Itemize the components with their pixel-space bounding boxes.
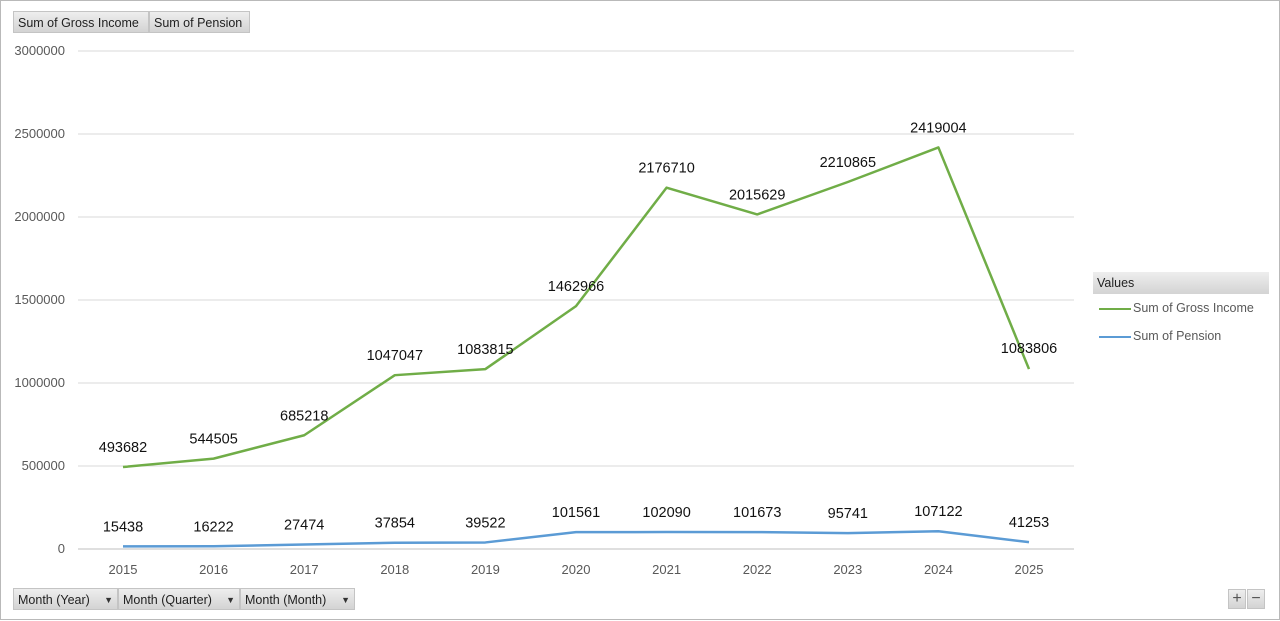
y-tick-label: 2000000 bbox=[14, 209, 65, 224]
data-label: 95741 bbox=[828, 506, 868, 522]
y-tick-label: 0 bbox=[58, 541, 65, 556]
x-tick-label: 2025 bbox=[1015, 562, 1044, 577]
dropdown-arrow-icon[interactable]: ▼ bbox=[226, 595, 235, 605]
data-label: 107122 bbox=[914, 504, 962, 520]
x-axis-tick-labels: 2015 2016 2017 2018 2019 2020 2021 2022 2023 2024… bbox=[109, 562, 1044, 577]
data-label: 39522 bbox=[465, 515, 505, 531]
y-tick-label: 1000000 bbox=[14, 375, 65, 390]
axis-field-month-month-button[interactable]: Month (Month) ▼ bbox=[240, 588, 355, 610]
data-labels: 493682 544505 685218 1047047 1083815 1462966 2… bbox=[99, 120, 1057, 535]
x-tick-label: 2023 bbox=[833, 562, 862, 577]
axis-field-month-year-button[interactable]: Month (Year) ▼ bbox=[13, 588, 118, 610]
x-tick-label: 2015 bbox=[109, 562, 138, 577]
value-field-gross-income-button[interactable]: Sum of Gross Income bbox=[13, 11, 149, 33]
data-label: 101673 bbox=[733, 505, 781, 521]
data-label: 493682 bbox=[99, 440, 147, 456]
legend-item-gross-income: Sum of Gross Income bbox=[1099, 299, 1254, 317]
y-tick-label: 1500000 bbox=[14, 292, 65, 307]
dropdown-arrow-icon[interactable]: ▼ bbox=[104, 595, 113, 605]
x-tick-label: 2018 bbox=[380, 562, 409, 577]
legend-item-label: Sum of Pension bbox=[1133, 329, 1222, 343]
x-tick-label: 2024 bbox=[924, 562, 953, 577]
series-line bbox=[122, 529, 1030, 548]
x-tick-label: 2016 bbox=[199, 562, 228, 577]
y-tick-label: 500000 bbox=[22, 458, 65, 473]
legend-item-label: Sum of Gross Income bbox=[1133, 301, 1254, 315]
data-label: 685218 bbox=[280, 408, 328, 424]
data-label: 1083806 bbox=[1001, 341, 1057, 357]
data-label: 37854 bbox=[375, 516, 415, 532]
axis-field-label: Month (Quarter) bbox=[123, 593, 212, 607]
data-label: 102090 bbox=[642, 505, 690, 521]
data-label: 101561 bbox=[552, 505, 600, 521]
legend-swatch-gross-income bbox=[1099, 307, 1131, 310]
x-tick-label: 2019 bbox=[471, 562, 500, 577]
y-tick-label: 2500000 bbox=[14, 126, 65, 141]
series-lines bbox=[122, 146, 1031, 548]
x-tick-label: 2020 bbox=[562, 562, 591, 577]
legend-swatch-pension bbox=[1099, 335, 1131, 338]
collapse-minus-button[interactable]: − bbox=[1247, 589, 1265, 609]
x-tick-label: 2021 bbox=[652, 562, 681, 577]
data-label: 2015629 bbox=[729, 187, 785, 203]
data-label: 16222 bbox=[193, 519, 233, 535]
value-field-pension-button[interactable]: Sum of Pension bbox=[149, 11, 250, 33]
legend-item-pension: Sum of Pension bbox=[1099, 327, 1221, 345]
data-label: 27474 bbox=[284, 517, 324, 533]
dropdown-arrow-icon[interactable]: ▼ bbox=[341, 595, 350, 605]
gridlines bbox=[78, 50, 1074, 550]
expand-plus-button[interactable]: + bbox=[1228, 589, 1246, 609]
x-tick-label: 2022 bbox=[743, 562, 772, 577]
data-label: 2419004 bbox=[910, 120, 966, 136]
y-tick-label: 3000000 bbox=[14, 43, 65, 58]
x-tick-label: 2017 bbox=[290, 562, 319, 577]
series-line bbox=[122, 146, 1031, 469]
data-label: 1047047 bbox=[367, 348, 423, 364]
data-label: 41253 bbox=[1009, 515, 1049, 531]
value-field-label: Sum of Pension bbox=[154, 16, 243, 30]
data-label: 1083815 bbox=[457, 342, 513, 358]
data-label: 2210865 bbox=[820, 155, 876, 171]
legend-title: Values bbox=[1093, 272, 1269, 294]
data-label: 1462966 bbox=[548, 279, 604, 295]
y-axis-tick-labels: 0 500000 1000000 1500000 2000000 2500000 30000… bbox=[14, 43, 65, 556]
data-label: 544505 bbox=[189, 432, 237, 448]
axis-field-label: Month (Year) bbox=[18, 593, 90, 607]
value-field-label: Sum of Gross Income bbox=[18, 16, 139, 30]
axis-field-label: Month (Month) bbox=[245, 593, 327, 607]
axis-field-month-quarter-button[interactable]: Month (Quarter) ▼ bbox=[118, 588, 240, 610]
data-label: 15438 bbox=[103, 519, 143, 535]
data-label: 2176710 bbox=[638, 161, 694, 177]
